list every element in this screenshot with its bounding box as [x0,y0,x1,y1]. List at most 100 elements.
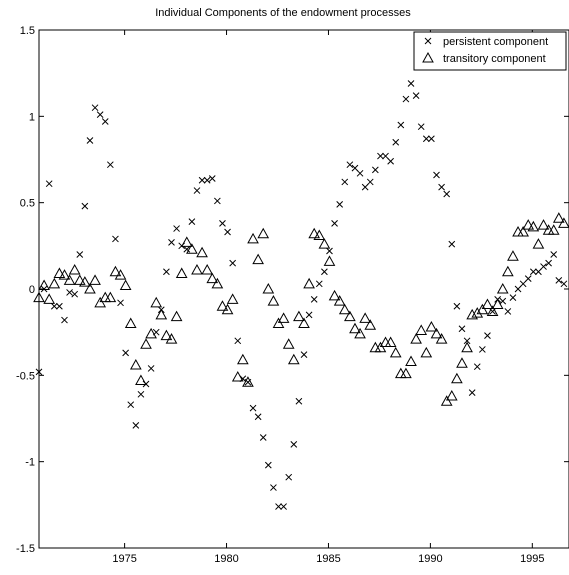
persistent-point [56,302,63,310]
x-tick-label: 1990 [418,553,442,565]
transitory-point [451,372,463,384]
transitory-point [308,227,321,239]
transitory-point [527,220,540,232]
persistent-point [417,123,425,131]
data-marks [33,80,569,510]
persistent-point [315,280,323,288]
persistent-point [550,251,558,258]
transitory-point [287,353,300,365]
transitory-point [129,358,142,370]
transitory-point [114,269,127,280]
transitory-point [384,336,397,348]
persistent-point [341,178,349,186]
transitory-point [394,367,407,379]
persistent-point [127,401,135,409]
transitory-point [33,291,45,303]
transitory-point [63,274,76,285]
transitory-point [186,243,198,254]
transitory-point [206,272,219,284]
transitory-point [48,277,61,289]
persistent-point [112,235,119,243]
legend-marker-transitory [422,51,434,63]
persistent-point [392,138,400,146]
transitory-point [440,395,453,406]
transitory-point [512,225,524,237]
persistent-point [259,434,267,441]
transitory-point [323,255,336,266]
transitory-point [257,227,270,239]
persistent-point [382,152,389,160]
persistent-point [519,280,527,288]
persistent-point [524,275,532,282]
persistent-point [479,346,486,353]
persistent-point [188,218,196,226]
transitory-point [537,219,550,230]
transitory-point [507,250,519,261]
persistent-point [535,268,542,276]
persistent-point [402,95,410,103]
persistent-point [407,80,415,87]
transitory-point [155,308,168,320]
persistent-point [560,280,568,288]
transitory-point [43,293,56,304]
transitory-point [282,338,295,349]
transitory-point [211,277,224,289]
persistent-point [66,289,73,296]
persistent-point [412,92,420,99]
persistent-point [71,290,79,298]
persistent-point [224,228,231,236]
persistent-point [514,285,522,293]
transitory-point [318,238,331,249]
transitory-point [165,333,178,344]
transitory-point [236,353,249,365]
transitory-point [242,376,254,387]
transitory-point [471,307,484,318]
transitory-point [430,327,443,339]
transitory-point [175,267,188,278]
transitory-point [415,324,428,335]
persistent-point [168,239,175,246]
transitory-point [272,317,285,329]
persistent-point [346,161,354,169]
transitory-point [58,269,71,280]
persistent-point [321,268,328,276]
persistent-point [305,311,313,319]
transitory-point [501,265,514,277]
persistent-point [366,178,374,186]
transitory-point [517,225,529,237]
persistent-point [249,404,257,412]
transitory-point [496,282,509,294]
transitory-point [420,346,433,358]
transitory-point [522,219,535,230]
persistent-point [106,161,114,169]
persistent-point [91,104,99,112]
persistent-point [443,190,451,198]
persistent-point [555,277,563,284]
persistent-point [173,225,180,232]
persistent-point [453,302,461,310]
transitory-point [354,327,366,339]
transitory-point [247,232,259,244]
persistent-point [229,259,237,267]
transitory-point [405,355,417,367]
persistent-point [285,473,293,481]
persistent-point [361,183,369,191]
transitory-point [333,295,346,306]
transitory-point [532,238,545,249]
transitory-point [338,303,351,315]
persistent-point [504,308,512,315]
legend: persistent component transitory component [413,31,567,71]
transitory-point [267,295,280,306]
persistent-point [422,135,430,143]
y-tick-label: 1.5 [20,25,35,37]
persistent-point [203,176,211,184]
transitory-point [53,267,66,278]
persistent-point [473,363,481,371]
y-tick-label: -1 [25,457,35,469]
transitory-point [400,367,412,379]
y-tick-label: 1 [29,111,35,123]
persistent-point [81,202,89,210]
persistent-point [545,259,552,267]
transitory-point [170,310,183,322]
transitory-point [313,229,326,240]
